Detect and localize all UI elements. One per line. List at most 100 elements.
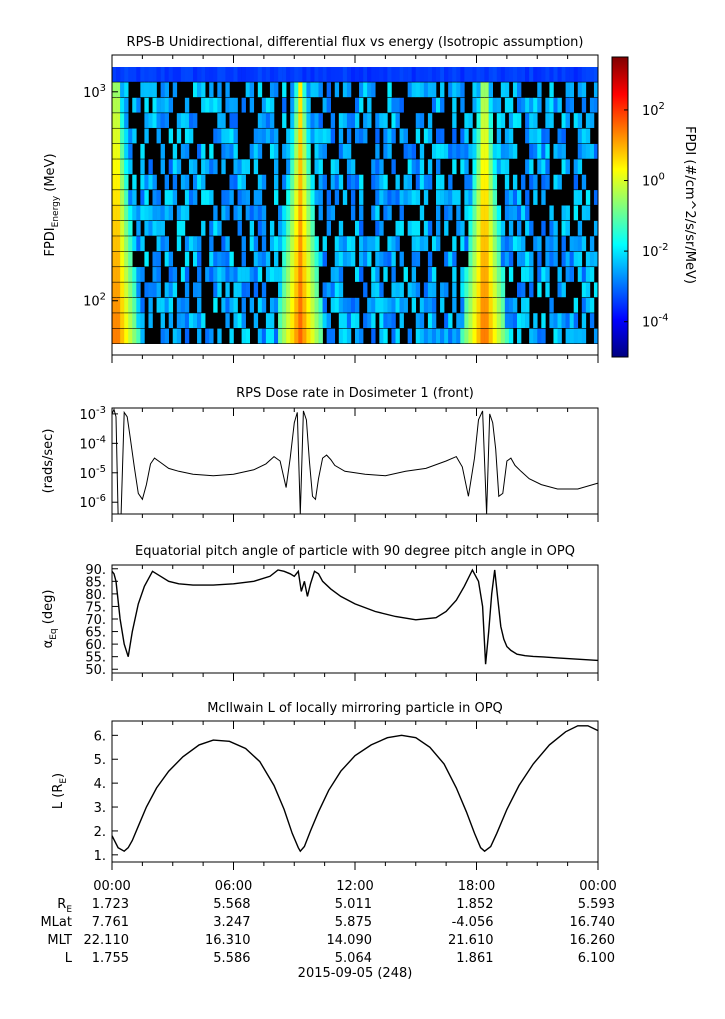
heatmap-cell [419, 313, 425, 329]
heatmap-cell [383, 328, 388, 344]
heatmap-cell [302, 313, 307, 329]
heatmap-cell [282, 313, 287, 329]
heatmap-cell [112, 159, 117, 175]
heatmap-cell [541, 174, 546, 190]
heatmap-cell [286, 205, 291, 221]
heatmap-cell [310, 113, 315, 128]
heatmap-cell [492, 328, 498, 344]
heatmap-cell [492, 174, 498, 190]
heatmap-cell [152, 282, 157, 298]
heatmap-cell [488, 113, 493, 128]
heatmap-cell [201, 97, 206, 113]
heatmap-cell [480, 220, 485, 236]
heatmap-cell [156, 251, 161, 267]
heatmap-cell [346, 82, 352, 98]
heatmap-cell [249, 220, 255, 236]
heatmap-cell [241, 297, 246, 313]
heatmap-cell [249, 297, 255, 313]
heatmap-cell [338, 297, 344, 313]
heatmap-cell [573, 113, 579, 128]
heatmap-cell [541, 67, 546, 82]
heatmap-cell [269, 97, 275, 113]
heatmap-cell [375, 190, 380, 205]
heatmap-cell [476, 174, 481, 190]
heatmap-cell [399, 251, 404, 267]
heatmap-cell [274, 128, 279, 144]
heatmap-cell [168, 267, 174, 282]
heatmap-cell [496, 143, 502, 159]
heatmap-cell [245, 190, 250, 205]
heatmap-cell [440, 297, 445, 313]
heatmap-cell [363, 236, 368, 252]
heatmap-cell [508, 267, 514, 282]
heatmap-cell [136, 220, 141, 236]
heatmap-cell [265, 267, 271, 282]
heatmap-cell [395, 67, 400, 82]
heatmap-cell [290, 190, 295, 205]
heatmap-cell [387, 82, 392, 98]
heatmap-cell [274, 67, 279, 82]
heatmap-cell [322, 313, 327, 329]
heatmap-cell [233, 313, 238, 329]
heatmap-cell [302, 282, 307, 298]
heatmap-cell [355, 113, 360, 128]
heatmap-cell [193, 236, 198, 252]
heatmap-cell [221, 159, 226, 175]
heatmap-cell [176, 159, 182, 175]
heatmap-cell [504, 128, 510, 144]
heatmap-cell [298, 282, 303, 298]
heatmap-cell [452, 82, 457, 98]
heatmap-cell [286, 251, 291, 267]
mcilwain-title: McIlwain L of locally mirroring particle… [207, 701, 503, 716]
heatmap-cell [164, 236, 169, 252]
heatmap-cell [269, 143, 275, 159]
heatmap-cell [537, 67, 542, 82]
heatmap-cell [496, 267, 502, 282]
heatmap-cell [184, 236, 190, 252]
heatmap-cell [152, 205, 157, 221]
heatmap-cell [278, 328, 283, 344]
heatmap-cell [140, 313, 145, 329]
heatmap-cell [314, 113, 319, 128]
heatmap-cell [257, 113, 263, 128]
heatmap-cell [286, 143, 291, 159]
heatmap-cell [184, 67, 190, 82]
heatmap-cell [565, 205, 570, 221]
heatmap-cell [521, 97, 526, 113]
heatmap-cell [253, 282, 259, 298]
dose-ytick-label: 10-5 [79, 464, 106, 482]
heatmap-cell [472, 313, 477, 329]
heatmap-cell [468, 236, 473, 252]
heatmap-cell [314, 236, 319, 252]
heatmap-cell [423, 174, 429, 190]
heatmap-cell [168, 251, 174, 267]
heatmap-cell [496, 97, 502, 113]
heatmap-cell [334, 67, 340, 82]
heatmap-cell [318, 251, 323, 267]
heatmap-cell [480, 113, 485, 128]
heatmap-cell [545, 282, 550, 298]
heatmap-cell [557, 174, 562, 190]
heatmap-cell [521, 282, 526, 298]
heatmap-cell [294, 328, 299, 344]
heatmap-cell [379, 328, 384, 344]
heatmap-cell [387, 143, 392, 159]
heatmap-cell [533, 143, 538, 159]
heatmap-cell [533, 174, 538, 190]
heatmap-cell [415, 190, 421, 205]
heatmap-cell [436, 67, 441, 82]
heatmap-cell [593, 190, 599, 205]
heatmap-cell [517, 67, 522, 82]
heatmap-cell [225, 205, 230, 221]
heatmap-cell [140, 82, 145, 98]
heatmap-cell [359, 97, 364, 113]
heatmap-cell [464, 267, 469, 282]
heatmap-cell [302, 205, 307, 221]
heatmap-cell [419, 328, 425, 344]
heatmap-cell [188, 113, 194, 128]
heatmap-cell [180, 143, 186, 159]
heatmap-cell [136, 205, 141, 221]
heatmap-cell [448, 174, 453, 190]
heatmap-cell [282, 220, 287, 236]
heatmap-cell [391, 128, 396, 144]
